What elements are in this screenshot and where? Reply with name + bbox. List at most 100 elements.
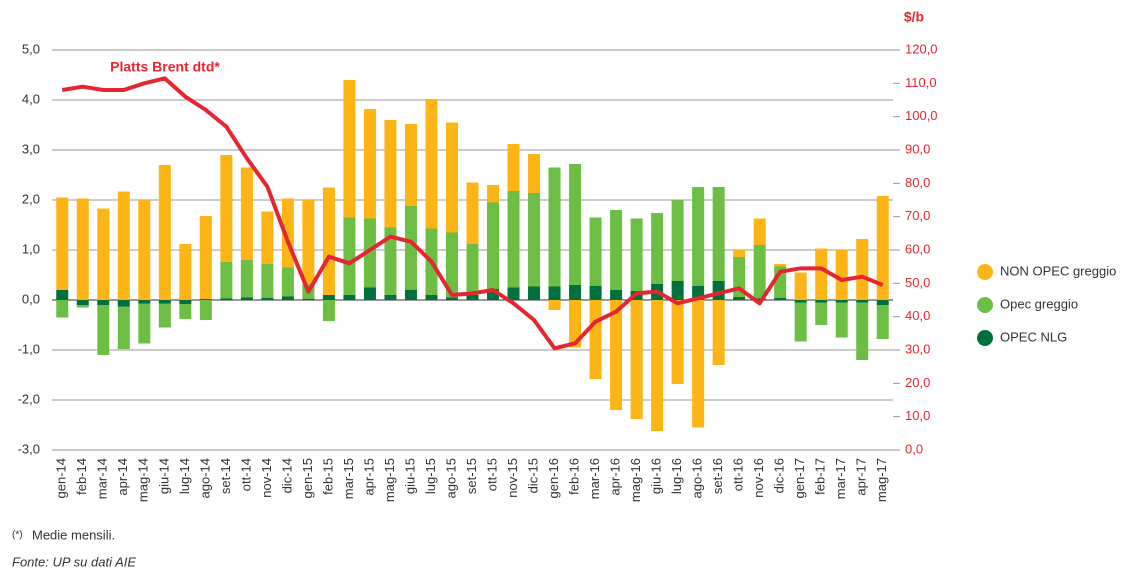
bar (425, 99, 438, 229)
bar (507, 191, 520, 288)
bar (815, 248, 828, 300)
bar (56, 197, 69, 290)
bar (466, 182, 479, 244)
x-tick-label: apr-16 (608, 458, 623, 496)
bar (199, 299, 212, 300)
bar (528, 286, 541, 300)
bar (856, 302, 869, 360)
bar (528, 193, 541, 287)
bar (97, 300, 110, 305)
bar (487, 289, 500, 300)
x-tick-label: set-14 (218, 458, 233, 494)
bar (445, 122, 458, 233)
x-tick-label: ott-14 (238, 458, 253, 491)
bar (569, 285, 582, 300)
bar (158, 303, 171, 328)
bar (281, 267, 294, 297)
bar (220, 298, 233, 300)
footnote-mark: (*) (12, 530, 23, 541)
bar (76, 305, 89, 308)
bar (322, 187, 335, 295)
x-tick-label: gen-16 (546, 458, 561, 498)
bar (630, 300, 643, 419)
x-tick-label: giu-16 (649, 458, 664, 494)
y-tick-label: 1,0 (22, 241, 40, 256)
x-tick-label: set-15 (464, 458, 479, 494)
bar (343, 295, 356, 300)
y2-tick-label: 40,0 (905, 308, 930, 323)
x-tick-label: apr-17 (854, 458, 869, 496)
bar (876, 305, 889, 339)
line-label: Platts Brent dtd* (110, 59, 220, 75)
footnote: Medie mensili. (32, 527, 115, 542)
x-tick-label: dic-16 (772, 458, 787, 493)
bar (425, 295, 438, 300)
bar (671, 200, 684, 281)
x-tick-label: set-16 (710, 458, 725, 494)
legend-marker (977, 264, 993, 280)
bar (466, 295, 479, 300)
bar (630, 218, 643, 291)
bar (876, 196, 889, 300)
bar (384, 295, 397, 300)
bar (97, 305, 110, 355)
x-tick-label: mar-16 (587, 458, 602, 499)
bar (363, 287, 376, 300)
legend-label: NON OPEC greggio (1000, 263, 1116, 278)
bar (179, 244, 192, 300)
x-tick-label: gen-15 (300, 458, 315, 498)
bar (322, 295, 335, 300)
bar (815, 302, 828, 325)
x-tick-label: giu-14 (156, 458, 171, 494)
bar (671, 281, 684, 300)
bar (97, 208, 110, 300)
bar (158, 165, 171, 300)
x-tick-label: mar-15 (341, 458, 356, 499)
bar (117, 300, 130, 307)
y2-tick-label: 100,0 (905, 108, 938, 123)
x-tick-label: nov-16 (751, 458, 766, 498)
bar (117, 191, 130, 300)
x-tick-label: mag-17 (874, 458, 889, 502)
bar (712, 187, 725, 281)
legend-label: OPEC NLG (1000, 329, 1067, 344)
bar (815, 300, 828, 303)
line (61, 76, 884, 351)
x-tick-label: nov-15 (505, 458, 520, 498)
bar (199, 300, 212, 320)
bar (56, 290, 69, 300)
bar (589, 217, 602, 286)
y-tick-label: 3,0 (22, 141, 40, 156)
bar (138, 300, 151, 304)
legend-marker (977, 297, 993, 313)
bar (733, 250, 746, 257)
x-tick-label: dic-15 (525, 458, 540, 493)
bar (548, 167, 561, 287)
bar (322, 300, 335, 321)
bar (240, 167, 253, 260)
x-tick-label: apr-15 (361, 458, 376, 496)
bar (671, 300, 684, 384)
bar (507, 287, 520, 300)
x-tick-label: feb-17 (813, 458, 828, 495)
bar (692, 300, 705, 428)
bar (753, 298, 766, 300)
x-tick-label: ago-15 (443, 458, 458, 498)
bar (445, 297, 458, 300)
x-tick-label: lug-14 (177, 458, 192, 494)
bar (363, 109, 376, 219)
y2-tick-label: 0,0 (905, 441, 923, 456)
bar (281, 296, 294, 300)
bar (610, 300, 623, 410)
bar (876, 300, 889, 305)
x-tick-label: nov-14 (259, 458, 274, 498)
y-tick-label: 2,0 (22, 191, 40, 206)
bar (220, 155, 233, 262)
x-tick-label: gen-17 (792, 458, 807, 498)
bar (220, 262, 233, 299)
bar (794, 272, 807, 300)
bar (856, 239, 869, 300)
x-tick-label: giu-15 (402, 458, 417, 494)
